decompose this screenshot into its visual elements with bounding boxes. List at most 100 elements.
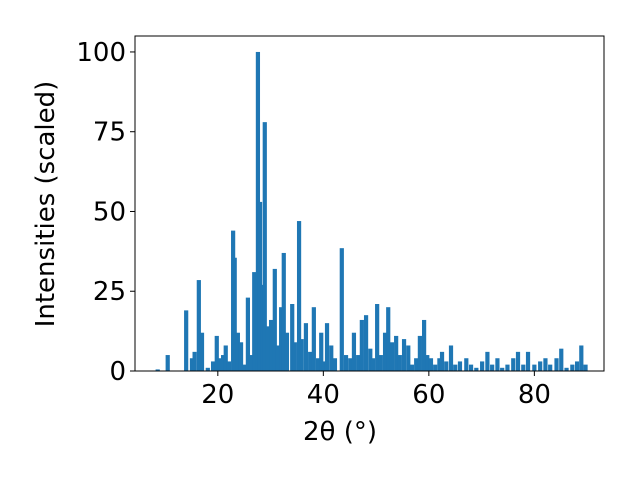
bar — [255, 51, 261, 371]
bar — [192, 351, 197, 371]
bar — [579, 345, 584, 371]
bar — [417, 335, 422, 371]
bar — [515, 351, 521, 371]
bar — [292, 342, 297, 371]
bar — [368, 348, 373, 371]
bar — [554, 358, 559, 371]
bar — [468, 364, 474, 371]
bar — [199, 332, 205, 371]
bar — [444, 361, 449, 371]
bar — [252, 272, 257, 371]
bar — [422, 319, 427, 371]
bar — [386, 307, 391, 371]
bar — [378, 355, 383, 371]
bar — [165, 355, 170, 371]
bar — [425, 355, 430, 371]
bar — [238, 342, 244, 371]
bar — [262, 122, 267, 372]
bar — [339, 248, 344, 371]
bar — [221, 355, 226, 371]
bar — [303, 323, 309, 371]
bar — [196, 280, 201, 371]
bar — [290, 304, 295, 371]
bar — [324, 323, 330, 371]
bar — [382, 332, 388, 371]
bar — [242, 364, 247, 371]
bar — [532, 364, 537, 371]
y-tick-label: 25 — [93, 277, 126, 307]
bar — [275, 345, 281, 371]
x-tick-label: 80 — [518, 380, 551, 410]
bar — [570, 364, 575, 371]
bar — [155, 369, 160, 371]
bar — [464, 358, 469, 371]
bar — [296, 221, 302, 371]
bar — [525, 351, 531, 371]
bar — [284, 332, 290, 371]
bar — [265, 326, 271, 371]
bar — [226, 361, 232, 371]
bar — [257, 201, 263, 371]
x-tick-label: 60 — [412, 380, 445, 410]
bar — [414, 358, 419, 371]
bar — [428, 358, 434, 371]
bar — [574, 361, 580, 371]
bar — [359, 319, 364, 371]
bar — [281, 252, 286, 371]
bar — [448, 345, 454, 371]
bar — [453, 364, 458, 371]
bar — [495, 358, 500, 371]
bar — [370, 358, 376, 371]
bar — [559, 348, 564, 371]
bar — [500, 367, 505, 371]
bar — [397, 355, 402, 371]
bar — [548, 364, 553, 371]
bar — [538, 361, 543, 371]
bar — [348, 358, 353, 371]
bar — [321, 361, 326, 371]
bar — [439, 351, 445, 371]
bar — [332, 358, 338, 371]
bar — [214, 335, 219, 371]
bar — [343, 355, 349, 371]
bar — [409, 364, 415, 371]
bar — [474, 367, 479, 371]
bar — [480, 361, 485, 371]
bar — [401, 339, 407, 371]
x-tick-label: 20 — [201, 380, 234, 410]
bar — [363, 315, 369, 371]
bar — [210, 361, 216, 371]
bar — [356, 355, 361, 371]
bar — [457, 361, 463, 371]
bar — [272, 268, 277, 371]
bar — [232, 257, 237, 371]
bar — [351, 332, 357, 371]
bar — [223, 345, 228, 371]
plot-frame — [134, 35, 605, 372]
bar — [299, 339, 304, 371]
bar — [485, 351, 490, 371]
bar — [490, 364, 495, 371]
bar — [311, 307, 316, 371]
bar — [583, 364, 588, 371]
x-axis-label: 2θ (°) — [303, 417, 377, 447]
bar — [394, 335, 399, 371]
y-tick-label: 50 — [93, 197, 126, 227]
bar — [437, 358, 442, 371]
bar — [505, 364, 510, 371]
bar — [521, 364, 526, 371]
bar — [217, 358, 223, 371]
bar — [308, 351, 313, 371]
bar — [184, 310, 189, 371]
bar — [511, 358, 516, 371]
bar — [389, 342, 395, 371]
bar — [406, 345, 411, 371]
y-axis-label: Intensities (scaled) — [31, 81, 61, 328]
bar — [205, 367, 210, 371]
bar — [543, 358, 548, 371]
bar — [375, 304, 380, 371]
x-tick-label: 40 — [307, 380, 340, 410]
y-tick-label: 0 — [109, 357, 126, 387]
bar — [269, 319, 274, 371]
